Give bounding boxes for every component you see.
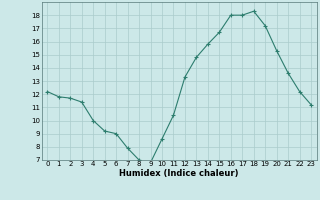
X-axis label: Humidex (Indice chaleur): Humidex (Indice chaleur) — [119, 169, 239, 178]
